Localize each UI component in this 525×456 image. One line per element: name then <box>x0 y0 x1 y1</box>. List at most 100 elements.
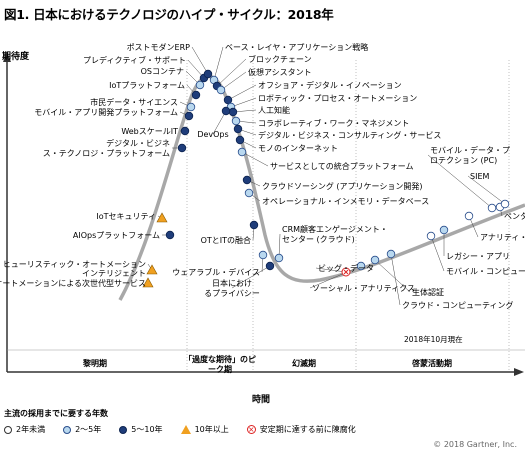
tech-17-marker <box>228 107 238 117</box>
tech-18-marker <box>231 116 241 126</box>
tech-21-leader <box>212 110 227 135</box>
tech-33-leader <box>430 235 445 272</box>
tech-22-marker <box>237 147 247 157</box>
tech-31-leader <box>374 259 411 293</box>
tech-9-marker <box>195 80 205 90</box>
tech-32-leader <box>390 253 401 306</box>
tech-29-marker <box>341 267 351 277</box>
tech-12-leader <box>213 46 224 81</box>
as-of-date: 2018年10月現在 <box>404 335 463 344</box>
tech-38-marker <box>487 203 497 213</box>
tech-20-label: モノのインターネット <box>258 144 338 153</box>
tech-2-label: IoTセキュリティ <box>96 212 156 221</box>
phase-label-peak-2: ーク期 <box>208 364 232 374</box>
white-circle-icon <box>4 425 12 434</box>
tech-36-label: ペンタ <box>504 212 525 221</box>
tech-35-marker <box>464 211 474 221</box>
tech-4-marker <box>177 143 187 153</box>
light-blue-circle-icon <box>63 425 72 434</box>
tech-30-leader <box>309 265 362 289</box>
tech-34-label: レガシー・アプリ <box>446 251 510 261</box>
tech-21-label: DevOps <box>197 130 228 139</box>
legend-item-gt10: 10年以上 <box>180 424 229 435</box>
tech-8-marker <box>191 90 201 100</box>
y-axis-title: 期待度 <box>2 50 30 62</box>
tech-3-label: AIOpsプラットフォーム <box>73 231 160 240</box>
legend-item-lt2: 2年未満 <box>4 424 45 435</box>
tech-13-leader <box>216 58 247 87</box>
tech-30-marker <box>356 261 366 271</box>
tech-31-marker <box>370 255 380 265</box>
tech-35-label: アナリティ・データベー <box>480 232 525 242</box>
tech-18-label: コラボレーティブ・ワーク・マネジメント <box>258 118 409 128</box>
tech-24-label: オペレーショナル・インメモリ・データベース <box>262 196 429 206</box>
copyright: © 2018 Gartner, Inc. <box>433 440 517 449</box>
technology-markers <box>142 69 510 288</box>
tech-32-marker <box>386 249 396 259</box>
tech-25-marker <box>249 220 259 230</box>
tech-11-leader <box>191 46 209 75</box>
tech-33-marker <box>426 231 436 241</box>
phase-label-slope: 啓蒙活動期 <box>412 358 452 368</box>
tech-30-label: ソーシャル・アナリティクス <box>312 284 415 293</box>
x-axis-arrow <box>514 368 524 376</box>
tech-16-leader <box>230 97 257 108</box>
tech-32-label: クラウド・コンピューティング <box>402 300 514 310</box>
tech-33-label: モバイル・コンピューティ <box>446 267 525 276</box>
legend: 主流の採用までに要する年数 2年未満 2～5年 5～10年 10年以上 × 安定期… <box>4 408 356 435</box>
tech-5-marker <box>180 126 190 136</box>
phase-label-peak-1: 「過度な期待」のピ <box>184 354 256 364</box>
legend-row: 2年未満 2～5年 5～10年 10年以上 × 安定期に達する前に陳腐化 <box>4 424 356 435</box>
tech-19-marker <box>233 124 243 134</box>
tech-27-label: 日本におけるプライバシー <box>204 278 260 298</box>
dark-blue-circle-icon <box>119 425 128 434</box>
tech-29-leader <box>315 267 347 273</box>
tech-15-label: オフショア・デジタル・イノベーション <box>258 80 402 90</box>
tech-24-marker <box>244 188 254 198</box>
legend-title: 主流の採用までに要する年数 <box>4 409 108 418</box>
tech-22-leader <box>241 151 269 167</box>
tech-13-label: ブロックチェーン <box>248 54 312 64</box>
tech-5-label: WebスケールIT <box>121 127 178 136</box>
tech-34-marker <box>439 225 449 235</box>
tech-12-label: ベース・レイヤ・アプリケーション戦略 <box>225 42 368 52</box>
tech-15-leader <box>227 84 257 101</box>
tech-29-label: ビッグ・データ <box>318 263 374 273</box>
tech-3-marker <box>165 230 175 240</box>
tech-11-marker <box>203 69 213 79</box>
y-axis-arrow <box>3 52 11 62</box>
orange-triangle-icon <box>180 425 191 434</box>
tech-0-label: ヒューリスティック・オートメーション <box>3 260 146 269</box>
legend-item-5to10: 5～10年 <box>119 424 163 435</box>
tech-27-marker <box>265 261 275 271</box>
tech-37-label: SIEM <box>470 172 489 181</box>
tech-6-marker <box>184 111 194 121</box>
tech-14-marker <box>216 85 226 95</box>
tech-9-label: OSコンテナ <box>141 67 184 76</box>
tech-15-marker <box>223 95 233 105</box>
tech-4-label: デジタル・ビジネス・テクノロジ・プラットフォーム <box>43 138 170 158</box>
tech-8-label: IoTプラットフォーム <box>109 81 185 90</box>
tech-0-marker <box>146 264 158 275</box>
tech-38-leader <box>427 154 493 209</box>
tech-22-label: サービスとしての統合プラットフォーム <box>270 161 414 171</box>
tech-20-marker <box>235 135 245 145</box>
tech-37-leader <box>467 175 506 205</box>
tech-31-label: 生体認証 <box>412 287 444 297</box>
tech-21-marker <box>221 106 231 116</box>
tech-23-label: クラウドソーシング (アプリケーション開発) <box>262 181 422 191</box>
tech-23-marker <box>242 175 252 185</box>
tech-28-marker <box>274 253 284 263</box>
tech-16-label: ロボティック・プロセス・オートメーション <box>258 94 417 103</box>
tech-1-marker <box>142 277 154 288</box>
tech-10-label: プレディクティブ・サポート <box>83 55 186 65</box>
tech-26-label: ウェアラブル・デバイス <box>172 267 260 277</box>
tech-19-label: デジタル・ビジネス・コンサルティング・サービス <box>258 130 441 140</box>
tech-11-label: ポストモダンERP <box>127 42 191 52</box>
phase-label-trough: 幻滅期 <box>292 358 316 368</box>
tech-6-label: モバイル・アプリ開発プラットフォーム <box>34 108 178 117</box>
tech-38-label: モバイル・データ・プロテクション (PC) <box>430 145 510 165</box>
tech-27-leader <box>231 265 271 289</box>
phase-label-innovation: 黎明期 <box>83 358 107 368</box>
